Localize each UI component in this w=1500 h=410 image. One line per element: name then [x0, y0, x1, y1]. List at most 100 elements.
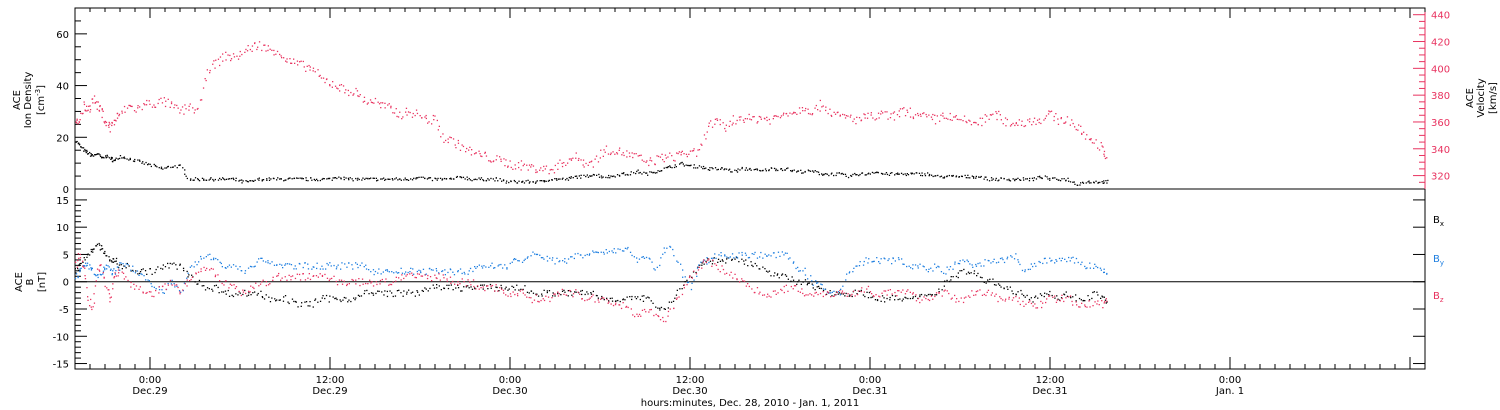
data-point [103, 121, 105, 123]
data-point [610, 303, 612, 305]
data-point [854, 172, 856, 175]
data-point [624, 247, 627, 249]
data-point [130, 105, 132, 107]
data-point [94, 101, 97, 104]
data-point [328, 301, 330, 303]
data-point [87, 299, 89, 301]
data-point [641, 159, 643, 161]
data-point [592, 173, 595, 176]
data-point [90, 269, 93, 271]
data-point [444, 269, 446, 271]
data-point [211, 288, 213, 290]
data-point [693, 148, 695, 150]
data-point [496, 286, 498, 289]
data-point [706, 263, 708, 265]
data-point [481, 284, 483, 286]
data-point [197, 283, 199, 285]
data-point [1007, 288, 1009, 290]
data-point [476, 178, 478, 181]
data-point [1012, 297, 1015, 299]
data-point [898, 110, 900, 112]
data-point [431, 280, 433, 282]
data-point [603, 253, 605, 255]
bottom-tick-label: 15 [56, 196, 69, 207]
data-point [132, 265, 134, 267]
data-point [979, 289, 981, 291]
data-point [261, 180, 263, 182]
data-point [904, 293, 907, 295]
data-point [539, 169, 541, 171]
data-point [1006, 258, 1008, 260]
data-point [293, 58, 295, 60]
data-point [197, 107, 199, 110]
data-point [86, 149, 88, 152]
data-point [833, 290, 835, 292]
data-point [517, 260, 519, 262]
data-point [738, 261, 740, 263]
data-point [78, 144, 81, 146]
data-point [165, 167, 168, 169]
data-point [146, 273, 148, 275]
data-point [284, 264, 286, 266]
data-point [981, 294, 984, 296]
data-point [465, 286, 467, 288]
data-point [566, 177, 568, 180]
data-point [110, 158, 112, 160]
data-point [779, 255, 781, 257]
data-point [777, 251, 780, 253]
data-point [189, 266, 191, 268]
data-point [1093, 142, 1095, 144]
data-point [89, 264, 91, 266]
data-point [103, 157, 105, 159]
data-point [223, 284, 225, 286]
data-point [960, 175, 963, 177]
data-point [411, 116, 414, 118]
data-point [222, 291, 225, 293]
data-point [340, 177, 342, 179]
data-point [371, 102, 374, 104]
data-point [952, 174, 954, 177]
data-point [839, 115, 841, 117]
data-point [837, 111, 839, 113]
data-point [237, 268, 239, 270]
data-point [693, 167, 695, 169]
data-point [225, 178, 228, 180]
data-point [1073, 262, 1076, 264]
data-point [295, 268, 297, 270]
data-point [391, 271, 393, 273]
data-point [502, 267, 504, 269]
data-point [370, 101, 373, 103]
data-point [357, 95, 359, 97]
data-point [648, 297, 650, 299]
bottom-ylabel-line2: B [25, 278, 36, 285]
data-point [132, 270, 134, 273]
data-point [294, 277, 297, 280]
data-point [375, 292, 377, 295]
data-point [691, 150, 693, 152]
data-point [673, 255, 675, 257]
data-point [1020, 289, 1022, 292]
data-point [669, 246, 672, 248]
data-point [886, 111, 888, 113]
data-point [1048, 295, 1050, 297]
data-point [260, 257, 262, 259]
data-point [1034, 296, 1036, 299]
data-point [322, 177, 324, 180]
data-point [969, 263, 971, 265]
data-point [112, 288, 114, 290]
data-point [118, 113, 121, 116]
data-point [601, 295, 603, 298]
data-point [277, 177, 279, 179]
data-point [519, 290, 521, 292]
data-point [1091, 142, 1094, 144]
data-point [112, 270, 114, 272]
data-point [886, 294, 888, 296]
data-point [770, 275, 772, 277]
data-point [265, 261, 267, 263]
data-point [719, 260, 722, 262]
data-point [605, 145, 608, 147]
data-point [597, 297, 599, 299]
data-point [582, 159, 585, 161]
data-point [752, 265, 754, 268]
data-point [1100, 297, 1102, 299]
